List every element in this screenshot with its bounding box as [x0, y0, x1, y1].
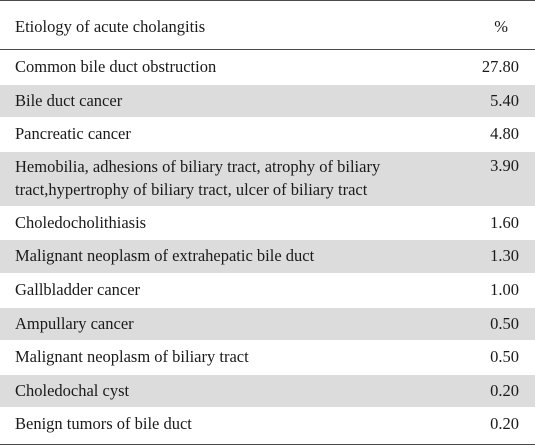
row-value: 0.20 [490, 414, 519, 434]
row-label: Choledochal cyst [15, 380, 130, 400]
column-header-percent: % [494, 17, 508, 36]
row-value: 1.60 [490, 212, 519, 232]
column-header-etiology: Etiology of acute cholangitis [15, 17, 206, 36]
row-value: 27.80 [481, 57, 519, 76]
row-value: 1.00 [490, 279, 519, 299]
row-value: 4.80 [490, 124, 519, 144]
row-label: Bile duct cancer [15, 90, 123, 110]
table-row: Common bile duct obstruction 27.80 [0, 51, 535, 85]
table-row: Benign tumors of bile duct 0.20 [0, 408, 535, 442]
row-value: 0.20 [490, 380, 519, 400]
table-row: Pancreatic cancer 4.80 [0, 118, 535, 152]
row-label: Benign tumors of bile duct [15, 414, 192, 434]
row-value: 1.30 [490, 246, 519, 266]
row-label: Gallbladder cancer [15, 279, 141, 299]
table-row: Malignant neoplasm of extrahepatic bile … [0, 240, 535, 274]
table-row: Choledochal cyst 0.20 [0, 374, 535, 409]
row-label: Choledocholithiasis [15, 212, 147, 232]
table-row: Choledocholithiasis 1.60 [0, 206, 535, 241]
row-value: 3.90 [490, 155, 519, 175]
table-row: Hemobilia, adhesions of biliary tract, a… [0, 151, 535, 207]
row-value: 5.40 [490, 90, 519, 110]
table-row: Ampullary cancer 0.50 [0, 307, 535, 342]
row-label: Malignant neoplasm of extrahepatic bile … [15, 246, 315, 266]
row-label: Ampullary cancer [15, 313, 134, 333]
row-label: Pancreatic cancer [15, 124, 131, 144]
table-row: Bile duct cancer 5.40 [0, 84, 535, 119]
row-value: 0.50 [490, 313, 519, 333]
row-label: Common bile duct obstruction [15, 57, 217, 76]
table-row: Gallbladder cancer 1.00 [0, 273, 535, 308]
row-value: 0.50 [490, 347, 519, 367]
row-label: Malignant neoplasm of biliary tract [15, 347, 249, 367]
table-header-row: Etiology of acute cholangitis % [0, 0, 535, 50]
table-body: Common bile duct obstruction 27.80 Bile … [0, 51, 535, 442]
table-row: Malignant neoplasm of biliary tract 0.50 [0, 341, 535, 375]
row-label: Hemobilia, adhesions of biliary tract, a… [15, 156, 381, 199]
